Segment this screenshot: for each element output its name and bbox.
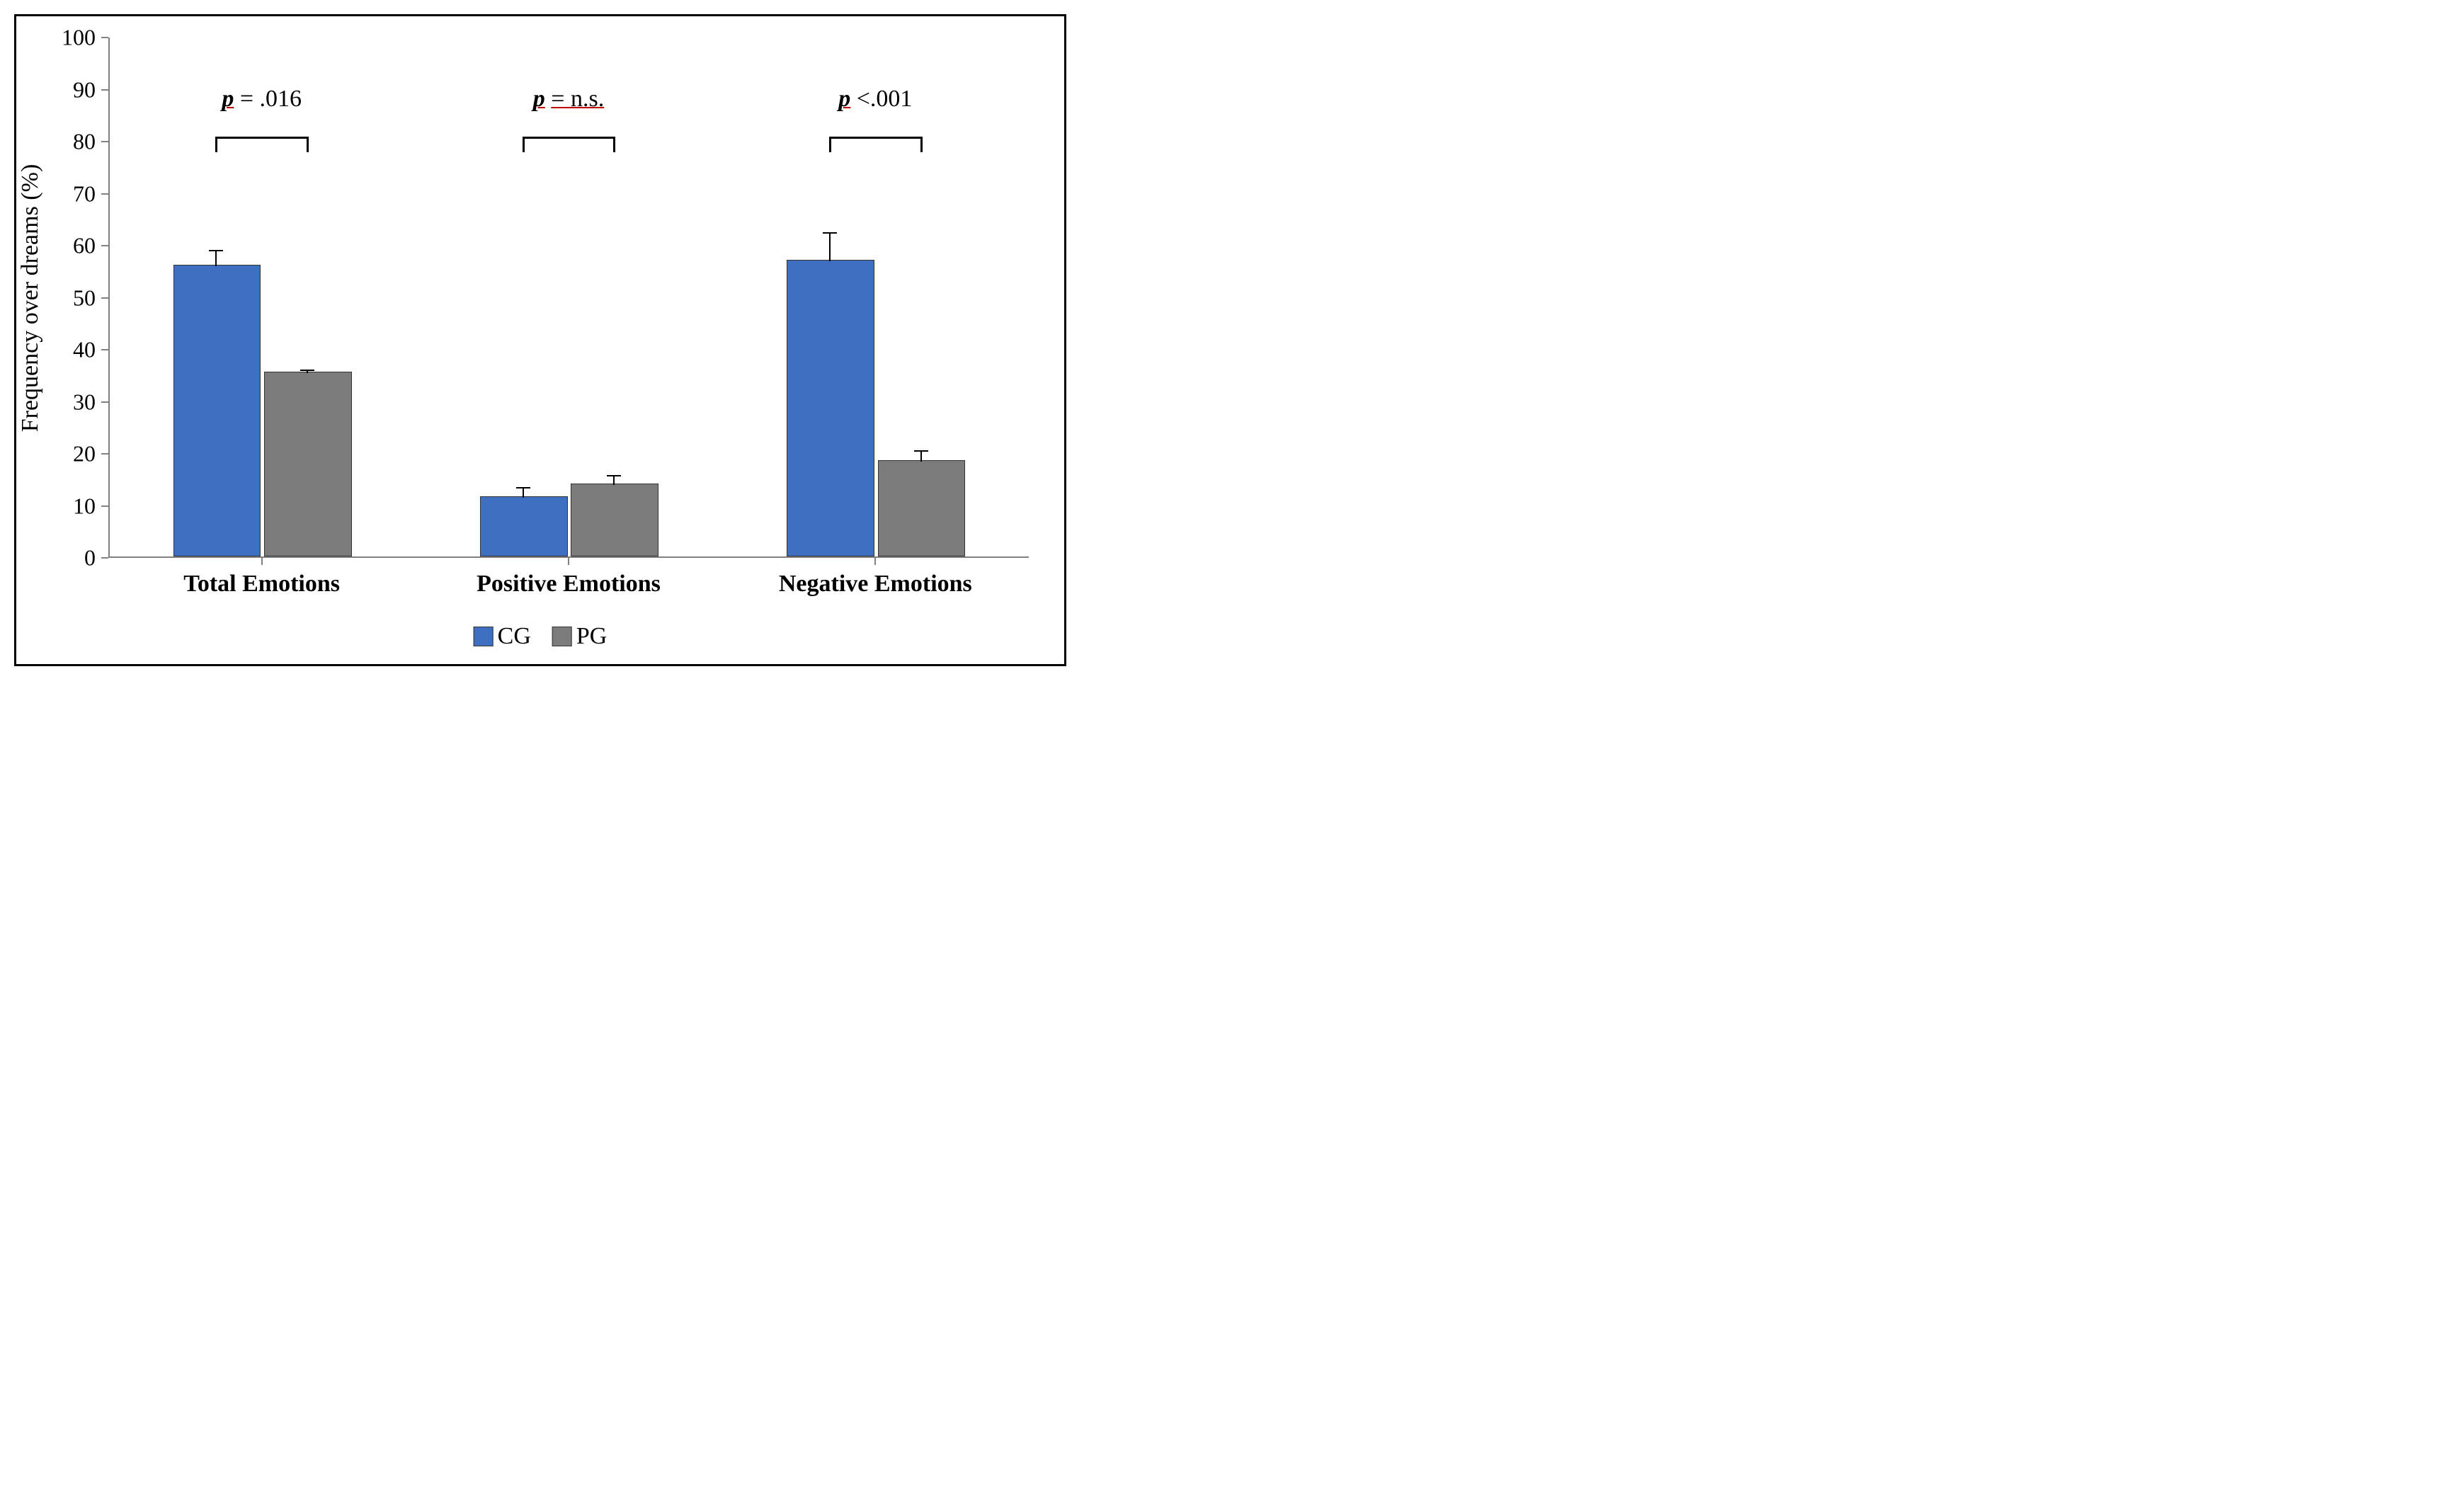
y-axis xyxy=(108,38,110,558)
legend-item-pg: PG xyxy=(552,623,607,650)
y-tick-label: 40 xyxy=(73,337,96,363)
y-tick-label: 80 xyxy=(73,129,96,155)
significance-bracket xyxy=(613,137,615,152)
y-tick-label: 90 xyxy=(73,76,96,103)
significance-bracket xyxy=(307,137,309,152)
error-bar-cap xyxy=(914,450,928,452)
p-value-label: p <.001 xyxy=(838,86,912,113)
legend-label-pg: PG xyxy=(576,623,607,650)
bar xyxy=(480,496,568,556)
y-tick xyxy=(101,37,108,38)
y-tick-label: 50 xyxy=(73,285,96,311)
error-bar xyxy=(523,488,524,498)
legend: CG PG xyxy=(474,623,608,650)
legend-item-cg: CG xyxy=(474,623,531,650)
x-tick xyxy=(874,558,876,565)
y-tick-label: 10 xyxy=(73,493,96,519)
y-tick-label: 30 xyxy=(73,389,96,415)
significance-bracket xyxy=(920,137,923,152)
bar xyxy=(173,265,261,556)
y-tick xyxy=(101,89,108,91)
legend-swatch-cg xyxy=(474,627,494,646)
error-bar-cap xyxy=(823,232,837,234)
error-bar xyxy=(613,476,615,485)
significance-bracket xyxy=(216,137,307,139)
y-tick xyxy=(101,505,108,507)
error-bar-cap xyxy=(607,475,621,476)
y-tick xyxy=(101,401,108,403)
y-axis-title: Frequency over dreams (%) xyxy=(17,164,44,432)
y-tick xyxy=(101,453,108,455)
bar xyxy=(787,260,874,556)
y-tick xyxy=(101,245,108,246)
legend-swatch-pg xyxy=(552,627,572,646)
error-bar xyxy=(215,251,217,266)
significance-bracket xyxy=(523,137,614,139)
bar xyxy=(571,484,658,556)
x-tick-label: Negative Emotions xyxy=(779,571,972,598)
error-bar-cap xyxy=(300,370,314,371)
y-tick xyxy=(101,297,108,299)
bar xyxy=(264,372,352,556)
significance-bracket xyxy=(830,137,920,139)
plot-area: Frequency over dreams (%) 01020304050607… xyxy=(108,38,1029,558)
x-tick xyxy=(568,558,569,565)
y-tick-label: 100 xyxy=(62,25,96,51)
y-tick xyxy=(101,557,108,559)
x-tick-label: Positive Emotions xyxy=(477,571,661,598)
significance-bracket xyxy=(523,137,525,152)
y-tick xyxy=(101,349,108,350)
error-bar xyxy=(920,451,922,462)
y-tick xyxy=(101,141,108,142)
x-tick xyxy=(261,558,263,565)
significance-bracket xyxy=(215,137,217,152)
legend-label-cg: CG xyxy=(498,623,531,650)
y-tick xyxy=(101,193,108,195)
significance-bracket xyxy=(829,137,831,152)
chart-container: Frequency over dreams (%) 0 10 20 30 40 50 60 7… xyxy=(14,14,1066,666)
y-tick-label: 70 xyxy=(73,181,96,207)
x-tick-label: Total Emotions xyxy=(183,571,340,598)
y-tick-label: 60 xyxy=(73,233,96,259)
bar xyxy=(878,460,966,556)
error-bar-cap xyxy=(516,487,530,488)
y-tick-label: 0 xyxy=(84,545,96,571)
error-bar-cap xyxy=(209,250,223,251)
y-tick-label: 20 xyxy=(73,441,96,467)
p-value-label: p = .016 xyxy=(222,86,302,113)
error-bar xyxy=(829,233,831,261)
p-value-label: p = n.s. xyxy=(533,86,604,113)
